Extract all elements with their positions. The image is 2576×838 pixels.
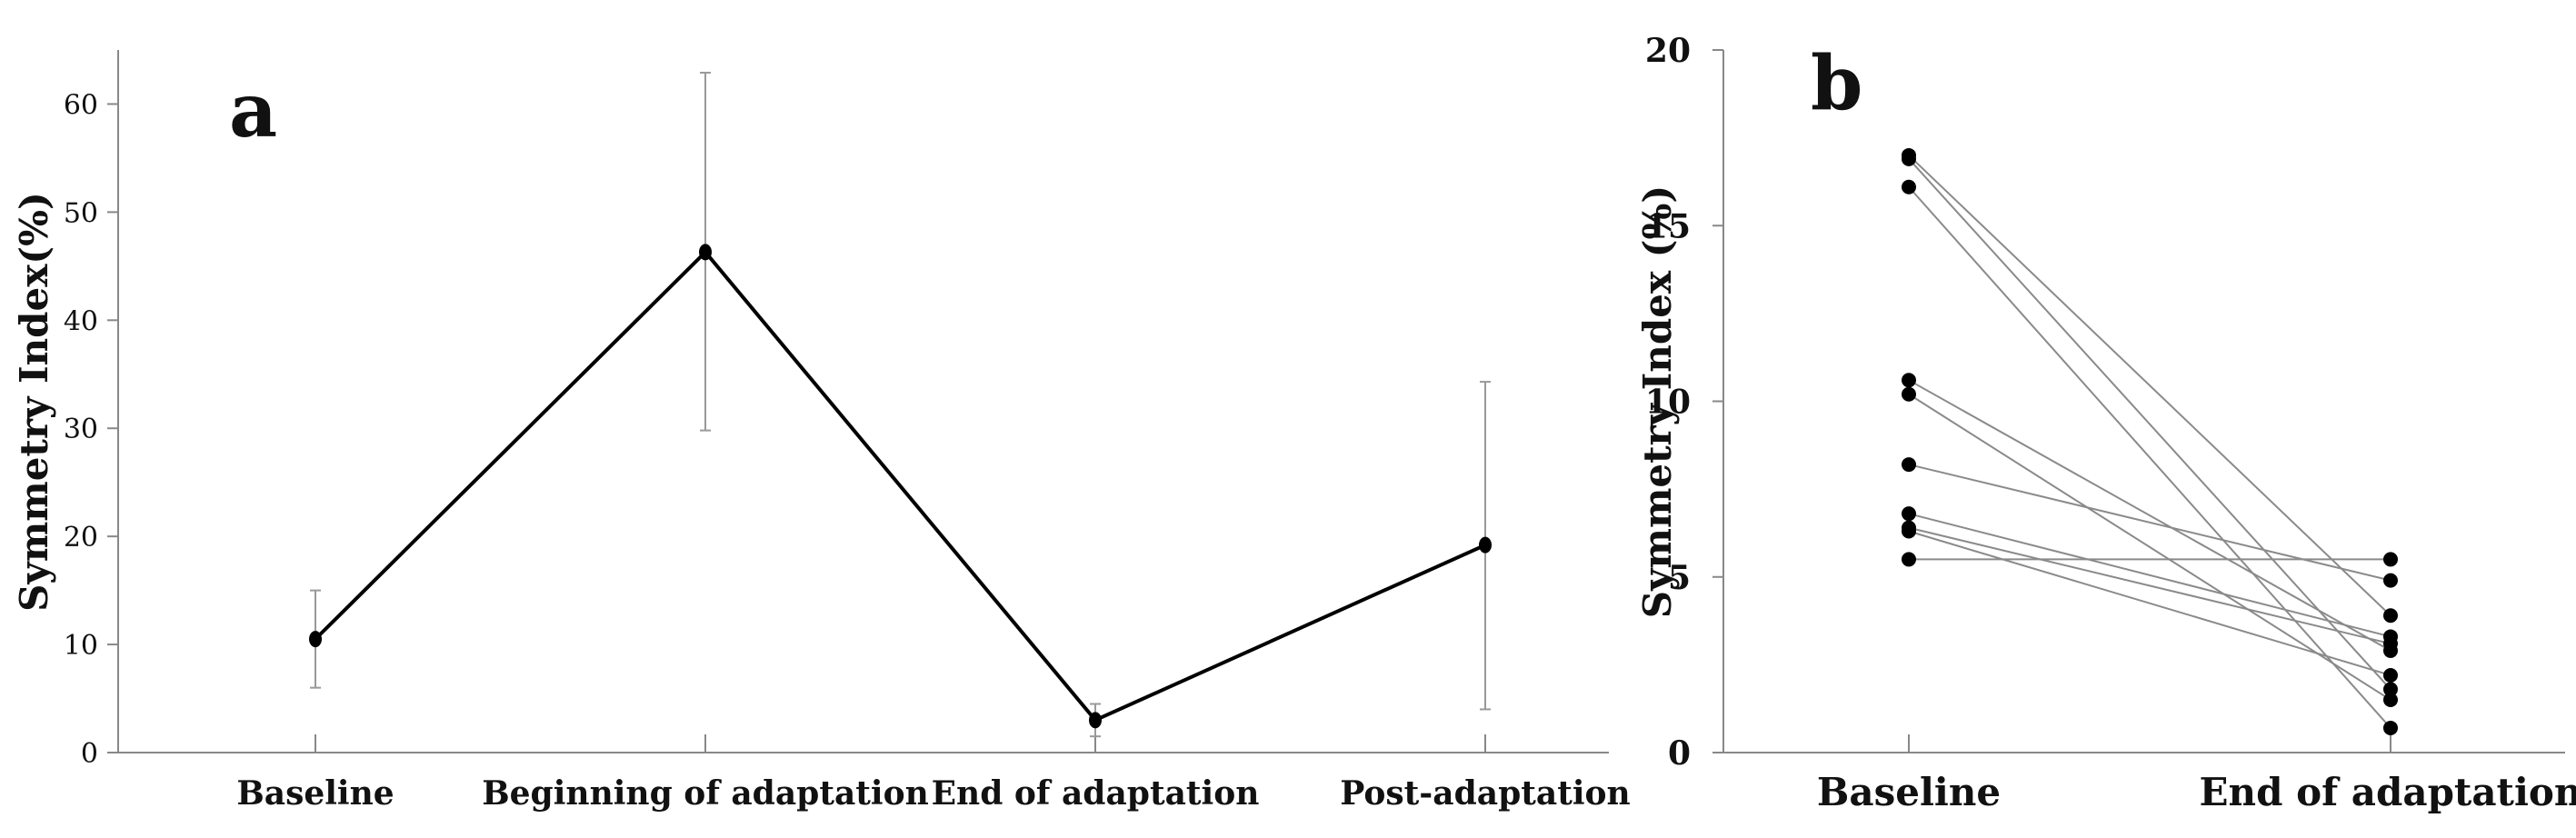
panel-a-x-tick-label: Baseline — [236, 774, 394, 813]
panel-b-x-tick-label: Baseline — [1817, 770, 2001, 814]
panel-b-end-point — [2383, 693, 2398, 708]
panel-b: b Symmetry Index (%) 0 5 10 15 20 Baseline En… — [1635, 32, 2576, 814]
panel-a-data-point — [1479, 536, 1492, 554]
panel-b-y-axis-label: Symmetry Index (%) — [1635, 185, 1680, 618]
panel-b-points — [1902, 147, 2398, 735]
panel-b-pair-line — [1908, 186, 2391, 729]
panel-a-letter: a — [229, 67, 277, 155]
panel-b-end-point — [2383, 682, 2398, 697]
panel-b-pair-line — [1908, 158, 2391, 691]
panel-a-y-tick-label: 60 — [64, 89, 98, 121]
panel-a: a Symmetry Index(%) 0 10 20 30 40 50 60 Baseli… — [12, 50, 1631, 813]
panel-a-y-tick-label: 10 — [64, 630, 98, 662]
panel-a-data-point — [309, 631, 322, 648]
panel-a-y-tick-label: 50 — [64, 197, 98, 229]
panel-b-baseline-point — [1902, 552, 1916, 567]
panel-a-y-tick-label: 20 — [64, 522, 98, 554]
panel-b-pair-lines — [1908, 155, 2391, 729]
panel-a-y-tick-label: 30 — [64, 414, 98, 445]
panel-a-y-axis-label: Symmetry Index(%) — [12, 192, 56, 612]
panel-a-y-tick-label: 0 — [81, 738, 98, 770]
panel-a-series-line — [314, 249, 1486, 723]
panel-a-data-point — [699, 244, 712, 261]
panel-b-end-point — [2383, 667, 2398, 683]
panel-b-y-tick-label: 5 — [1668, 559, 1691, 597]
panel-b-end-point — [2383, 608, 2398, 624]
panel-b-y-tick-label: 15 — [1645, 207, 1691, 245]
panel-b-baseline-point — [1902, 457, 1916, 473]
panel-a-y-ticks: 0 10 20 30 40 50 60 — [64, 89, 118, 770]
panel-a-data-point — [1089, 712, 1102, 729]
panel-a-x-ticks: Baseline Beginning of adaptation End of ad… — [236, 734, 1631, 813]
panel-a-points — [309, 244, 1492, 729]
panel-b-baseline-point — [1902, 386, 1916, 402]
panel-a-series — [314, 249, 1486, 723]
panel-b-x-ticks: Baseline End of adaptation — [1817, 734, 2576, 814]
panel-b-pair-line — [1908, 393, 2391, 701]
panel-a-x-tick-label: Post-adaptation — [1340, 774, 1630, 813]
panel-b-end-point — [2383, 552, 2398, 567]
panel-b-baseline-point — [1902, 373, 1916, 388]
panel-a-x-tick-label: End of adaptation — [932, 774, 1260, 813]
panel-b-y-ticks: 0 5 10 15 20 — [1645, 32, 1723, 773]
panel-b-baseline-point — [1902, 179, 1916, 195]
panel-b-pair-line — [1908, 379, 2391, 652]
panel-b-end-point — [2383, 720, 2398, 735]
panel-b-y-tick-label: 10 — [1645, 384, 1691, 422]
panel-b-baseline-point — [1902, 524, 1916, 539]
panel-b-pair-line — [1908, 464, 2391, 582]
panel-b-letter: b — [1811, 40, 1862, 127]
panel-b-x-tick-label: End of adaptation — [2200, 770, 2576, 814]
panel-b-y-tick-label: 20 — [1645, 32, 1691, 70]
panel-b-pair-line — [1908, 530, 2391, 676]
panel-a-error-bars — [310, 71, 1491, 738]
panel-b-baseline-point — [1902, 506, 1916, 522]
panel-a-y-tick-label: 40 — [64, 305, 98, 337]
panel-b-pair-line — [1908, 526, 2391, 645]
panel-b-baseline-point — [1902, 151, 1916, 166]
panel-a-x-tick-label: Beginning of adaptation — [482, 774, 929, 813]
panel-b-end-point — [2383, 636, 2398, 652]
panel-b-end-point — [2383, 573, 2398, 588]
panel-b-pair-line — [1908, 155, 2391, 616]
panel-b-pair-line — [1908, 513, 2391, 638]
panel-b-y-tick-label: 0 — [1668, 734, 1691, 773]
